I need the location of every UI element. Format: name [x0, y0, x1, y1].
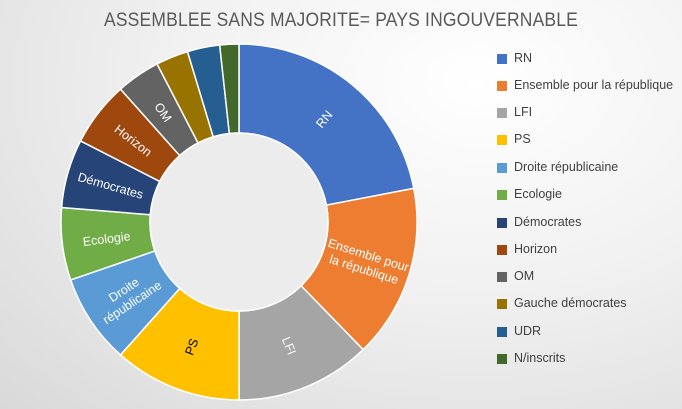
- data-label: LFI: [279, 335, 299, 357]
- legend-swatch: [497, 54, 507, 64]
- legend-label: LFI: [514, 105, 533, 119]
- legend-swatch: [497, 108, 507, 118]
- legend-swatch: [497, 245, 507, 255]
- legend-swatch: [497, 327, 507, 337]
- data-label: Ecologie: [82, 229, 131, 249]
- legend-swatch: [497, 135, 507, 145]
- legend-label: RN: [514, 51, 533, 65]
- doughnut-slices: [60, 43, 418, 401]
- legend-swatch: [497, 190, 507, 200]
- doughnut-hole: [149, 132, 329, 312]
- legend-label: Droite républicaine: [514, 160, 619, 174]
- legend-swatch: [497, 272, 507, 282]
- legend-label: Horizon: [514, 242, 558, 256]
- data-label: PS: [182, 337, 201, 358]
- legend-label: N/inscrits: [514, 351, 566, 365]
- legend-label: OM: [514, 269, 535, 283]
- legend-swatch: [497, 218, 507, 228]
- chart-title: ASSEMBLEE SANS MAJORITE= PAYS INGOUVERNA…: [103, 10, 579, 31]
- legend-swatch: [497, 299, 507, 309]
- legend-swatch: [497, 163, 507, 173]
- legend-label: UDR: [514, 324, 542, 338]
- legend-label: Gauche démocrates: [514, 296, 627, 310]
- legend-swatch: [497, 354, 507, 364]
- legend-label: Ecologie: [514, 187, 562, 201]
- legend-swatch: [497, 81, 507, 91]
- legend-label: Démocrates: [514, 215, 582, 229]
- legend-label: Ensemble pour la république: [514, 78, 674, 92]
- legend-label: PS: [514, 132, 531, 146]
